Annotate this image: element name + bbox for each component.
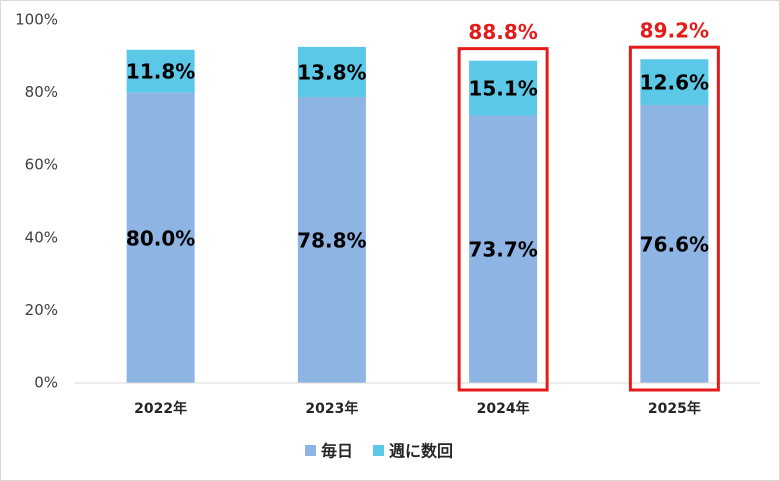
data-label: 80.0% — [126, 226, 195, 250]
legend-swatch — [373, 445, 385, 456]
data-label: 15.1% — [468, 77, 537, 101]
bar-segment — [640, 104, 709, 383]
bar-segment — [297, 46, 366, 97]
bar-segment — [126, 92, 195, 383]
y-tick-label: 100% — [15, 11, 58, 29]
x-tick-label: 2023年 — [305, 400, 358, 417]
y-tick-label: 80% — [25, 83, 58, 101]
y-tick-label: 0% — [34, 374, 58, 392]
bar-segment — [469, 115, 538, 384]
x-tick-label: 2025年 — [648, 400, 701, 417]
data-label: 11.8% — [126, 60, 195, 84]
data-label: 13.8% — [297, 60, 366, 84]
y-tick-label: 20% — [25, 301, 58, 319]
y-tick-label: 60% — [25, 156, 58, 174]
highlight-box — [628, 45, 720, 392]
bar-segment — [126, 49, 195, 93]
bar-segment — [640, 59, 709, 105]
legend-swatch — [305, 445, 316, 456]
x-tick-label: 2024年 — [477, 400, 530, 417]
legend-label: 毎日 — [321, 442, 353, 461]
data-label: 73.7% — [468, 238, 537, 262]
y-tick-label: 40% — [25, 228, 58, 246]
total-label: 89.2% — [640, 19, 709, 43]
highlight-box — [457, 47, 549, 392]
x-tick-label: 2022年 — [134, 400, 187, 417]
bar-segment — [469, 60, 538, 116]
data-label: 76.6% — [640, 232, 709, 256]
data-label: 12.6% — [640, 71, 709, 95]
bar-segment — [297, 96, 366, 384]
legend-label: 週に数回 — [389, 442, 453, 461]
data-label: 78.8% — [297, 228, 366, 252]
total-label: 88.8% — [468, 20, 537, 44]
